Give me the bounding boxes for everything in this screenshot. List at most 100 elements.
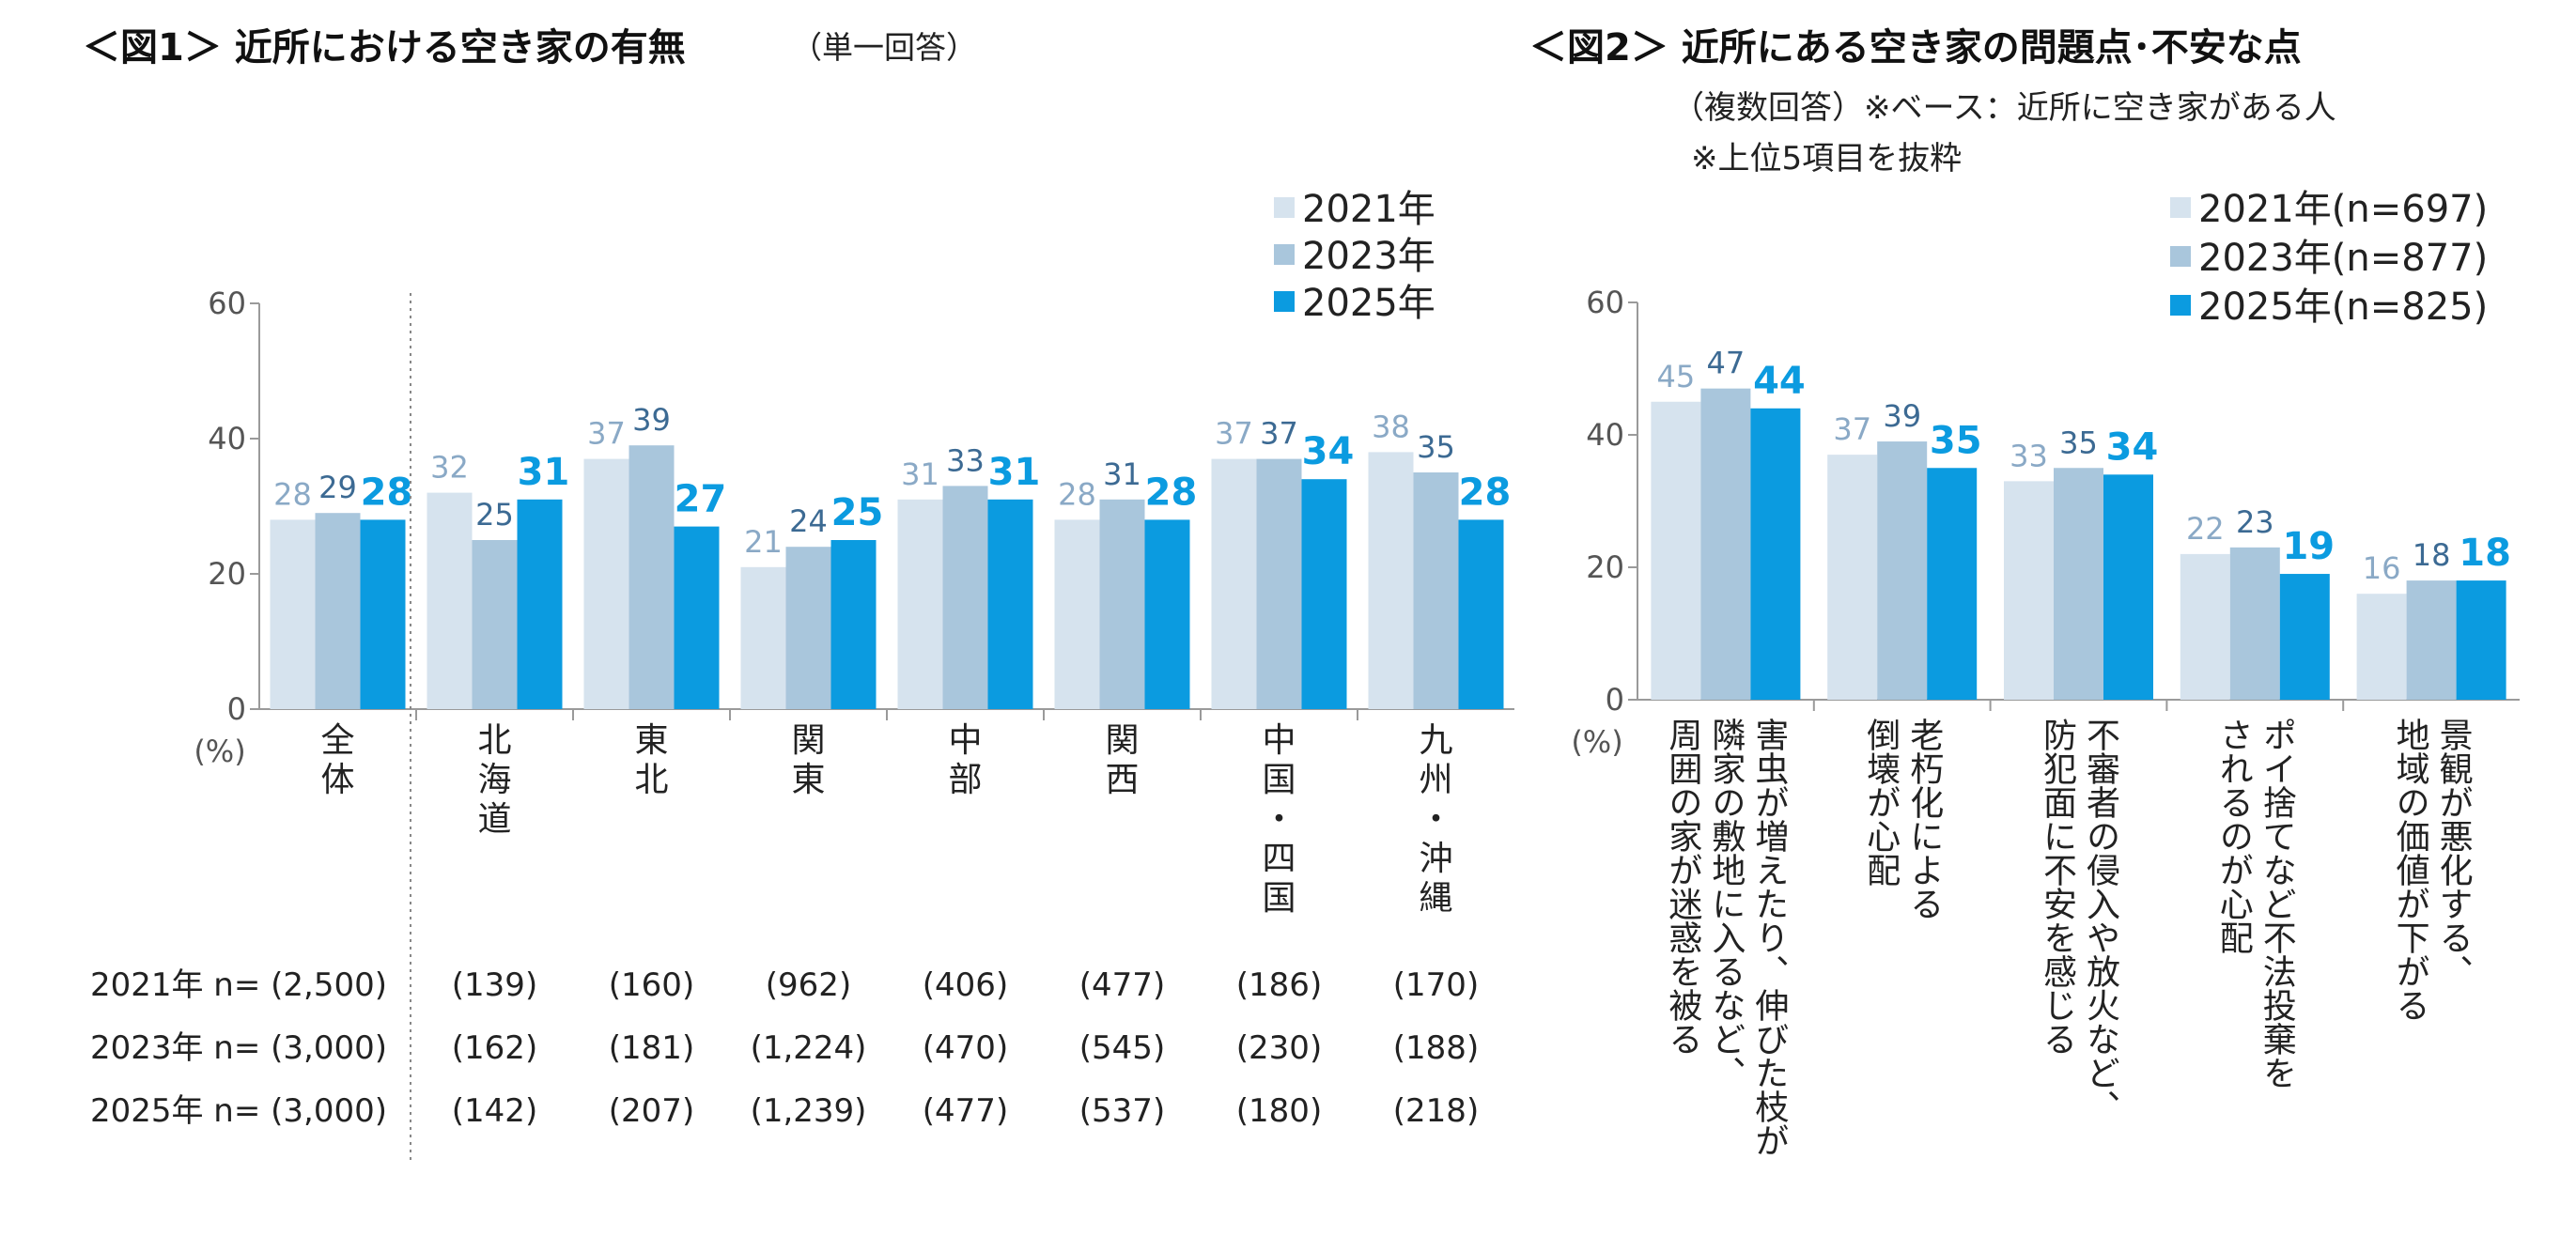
y-tick-label: 0 (1606, 682, 1624, 718)
legend-label: 2025年 (1302, 282, 1435, 325)
n-value: (142) (452, 1092, 537, 1130)
bar (1827, 455, 1878, 700)
category-label: 九 (1419, 721, 1452, 760)
data-label: 18 (2459, 532, 2511, 575)
data-label: 25 (475, 497, 514, 533)
data-label: 34 (1302, 430, 1355, 473)
category-label: 防犯面に不安を感じる (2038, 718, 2076, 1056)
category-label: ・ (1262, 800, 1296, 839)
category-label: 沖 (1419, 840, 1452, 878)
n-value: (477) (1079, 966, 1165, 1004)
bar (1256, 458, 1302, 709)
chart2-note-1: （複数回答）※ベース：近所に空き家がある人 (1672, 89, 2336, 127)
category-label: 州 (1419, 761, 1452, 799)
category-label: 害虫が増えたり、伸びた枝が (1749, 718, 1789, 1157)
data-label: 32 (430, 450, 469, 486)
category-label: ・ (1419, 800, 1452, 839)
data-label: 34 (2106, 425, 2159, 469)
n-row-label: 2023年 n= (3,000) (90, 1029, 387, 1067)
category-label: 関 (791, 721, 825, 760)
bar (628, 445, 675, 709)
legend-label: 2023年 (1302, 235, 1435, 278)
y-unit-label: (%) (194, 734, 245, 769)
data-label: 21 (744, 524, 783, 560)
bar (942, 486, 988, 709)
n-value: (186) (1236, 966, 1322, 1004)
bar (1750, 408, 1801, 700)
category-label: 周囲の家が迷惑を被る (1663, 718, 1702, 1056)
y-tick-label: 40 (208, 421, 246, 456)
data-label: 35 (2059, 425, 2098, 460)
category-label: 不審者の侵入や放火など、 (2081, 718, 2120, 1123)
data-label: 23 (2236, 504, 2274, 540)
data-label: 39 (632, 402, 671, 438)
data-label: 25 (831, 491, 884, 534)
category-label: 東 (791, 761, 825, 799)
data-label: 29 (318, 470, 357, 505)
bar (1651, 401, 1701, 700)
bar (583, 458, 629, 709)
n-value: (406) (923, 966, 1008, 1004)
bar (740, 566, 786, 709)
n-value: (477) (923, 1092, 1008, 1130)
category-label: されるのが心配 (2214, 718, 2253, 954)
n-value: (962) (766, 966, 851, 1004)
chart1-title: ＜図1＞ 近所における空き家の有無 (83, 26, 686, 70)
data-label: 28 (1145, 471, 1198, 514)
n-value: (537) (1079, 1092, 1165, 1130)
y-tick-label: 40 (1586, 417, 1624, 453)
data-label: 37 (1215, 416, 1253, 452)
data-label: 33 (946, 442, 985, 478)
bar (1700, 388, 1751, 700)
category-label: 中 (948, 721, 982, 760)
category-label: 全 (320, 721, 354, 760)
bar (2456, 580, 2506, 700)
n-value: (207) (609, 1092, 694, 1130)
y-tick-label: 20 (1586, 549, 1624, 585)
bar (987, 499, 1033, 709)
data-label: 28 (1459, 471, 1512, 514)
legend-label: 2021年 (1302, 188, 1435, 231)
n-value: (139) (452, 966, 537, 1004)
category-label: 北 (634, 761, 668, 799)
data-label: 28 (273, 476, 312, 512)
category-label: 海 (477, 761, 511, 799)
data-label: 38 (1372, 409, 1410, 444)
category-label: 地域の価値が下がる (2391, 718, 2430, 1022)
n-value: (218) (1393, 1092, 1479, 1130)
legend-label: 2023年(n=877) (2198, 237, 2488, 280)
legend-swatch (1274, 291, 1295, 312)
data-label: 31 (1103, 456, 1141, 492)
data-label: 31 (518, 451, 570, 494)
data-label: 22 (2186, 511, 2225, 547)
data-label: 37 (1833, 411, 1871, 447)
category-label: 部 (948, 761, 982, 799)
n-value: (470) (923, 1029, 1008, 1067)
bar (1211, 458, 1257, 709)
legend-label: 2025年(n=825) (2198, 286, 2488, 329)
category-label: 東 (634, 721, 668, 760)
data-label: 24 (789, 503, 828, 539)
category-label: 景観が悪化する、 (2434, 718, 2473, 988)
bar (1927, 468, 1978, 700)
category-label: 中 (1262, 721, 1296, 760)
y-tick-label: 60 (208, 286, 246, 321)
category-label: 国 (1262, 761, 1296, 799)
bar (360, 519, 406, 709)
data-label: 39 (1883, 398, 1921, 434)
bar (2279, 574, 2330, 700)
bar (897, 499, 943, 709)
bar (830, 540, 877, 709)
category-label: 縄 (1419, 879, 1452, 918)
n-value: (1,239) (751, 1092, 867, 1130)
n-row-label: 2021年 n= (2,500) (90, 966, 387, 1004)
bar (1054, 519, 1100, 709)
data-label: 45 (1657, 359, 1696, 394)
data-label: 33 (2010, 438, 2048, 473)
category-label: 体 (320, 761, 354, 799)
bar (270, 519, 316, 709)
bar (1301, 479, 1347, 709)
y-tick-label: 0 (227, 691, 246, 727)
